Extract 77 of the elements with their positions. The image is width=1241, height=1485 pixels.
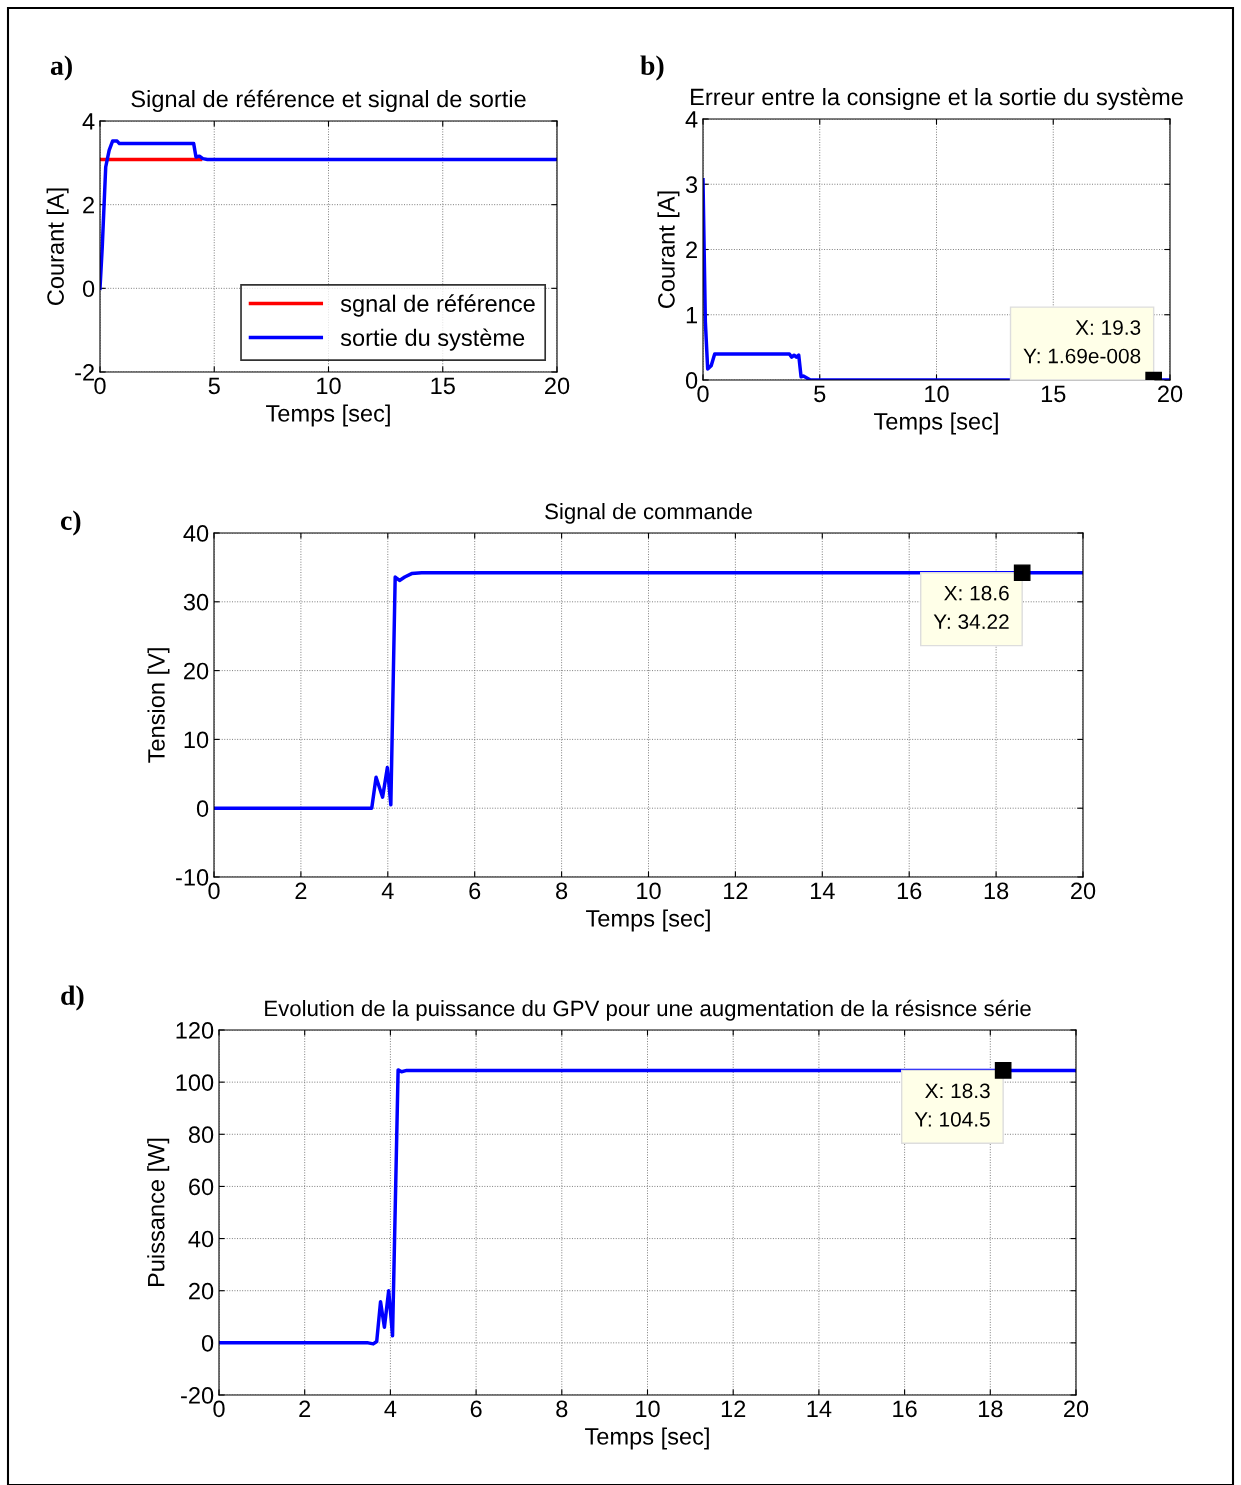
y-tick-label: 0: [201, 1334, 214, 1352]
x-tick-label: 5: [814, 385, 826, 403]
x-tick-label: 10: [925, 385, 949, 403]
x-tick-label: 4: [384, 1400, 397, 1417]
x-tick-label: 20: [1158, 385, 1183, 403]
y-tick-label: 2: [686, 241, 697, 259]
y-tick-label: 3: [685, 176, 698, 194]
y-tick-label: 100: [176, 1074, 214, 1091]
chart-title: Erreur entre la consigne et la sortie du système: [691, 87, 1183, 111]
y-axis-title: Courant [A]: [657, 191, 680, 309]
chart-title: Signal de référence et signal de sortie: [131, 89, 526, 113]
text: d): [61, 985, 84, 1011]
x-axis-title: Temps [sec]: [585, 1427, 709, 1450]
x-tick-label: 16: [893, 1400, 917, 1418]
text: c): [60, 510, 81, 536]
annotation: X: 18.6 Y: 34.22: [933, 585, 1009, 630]
x-tick-label: 18: [978, 1400, 1003, 1418]
y-tick-label: 0: [196, 800, 209, 817]
y-tick-label: 20: [189, 1282, 214, 1300]
x-tick-label: 10: [637, 882, 661, 900]
x-tick-label: 10: [636, 1400, 660, 1418]
text: a): [50, 55, 72, 81]
annotation: X: 19.3 Y: 1.69e-008: [1023, 320, 1141, 364]
x-tick-label: 15: [431, 377, 455, 395]
x-tick-label: 20: [545, 377, 570, 395]
x-tick-label: 16: [897, 882, 922, 900]
x-tick-label: 2: [295, 882, 307, 899]
chart-title: Evolution de la puissance du GPV pour une augmentation de la résisnce série: [265, 999, 1031, 1021]
y-axis-title: Courant [A]: [46, 188, 69, 306]
x-tick-label: 20: [1064, 1400, 1089, 1418]
y-tick-label: 1: [686, 307, 697, 324]
y-tick-label: 120: [176, 1022, 214, 1039]
y-tick-label: -10: [176, 869, 209, 886]
x-tick-label: 8: [556, 1400, 568, 1418]
y-tick-label: 4: [685, 111, 698, 128]
x-tick-label: 0: [697, 385, 709, 403]
x-tick-label: 14: [807, 1400, 832, 1417]
y-tick-label: 80: [188, 1126, 214, 1144]
y-tick-label: 10: [184, 731, 209, 749]
y-axis-title: Puissance [W]: [147, 1138, 170, 1287]
x-tick-label: 2: [299, 1400, 311, 1417]
x-axis-title: Temps [sec]: [874, 412, 998, 435]
y-tick-label: 0: [82, 280, 95, 298]
y-tick-label: 2: [83, 196, 94, 214]
x-tick-label: 6: [470, 1400, 482, 1418]
x-tick-label: 4: [381, 882, 394, 899]
legend-label: sgnal de référence: [340, 294, 535, 317]
x-tick-label: 20: [1071, 882, 1096, 900]
y-tick-label: -2: [75, 364, 94, 381]
x-tick-label: 15: [1041, 385, 1066, 403]
y-tick-label: 20: [184, 662, 209, 680]
x-tick-label: 18: [984, 882, 1009, 900]
chart-title: Signal de commande: [545, 503, 752, 524]
y-tick-label: -20: [181, 1387, 214, 1404]
x-axis-title: Temps [sec]: [266, 404, 390, 427]
y-tick-label: 30: [183, 593, 209, 611]
x-tick-label: 12: [721, 1400, 746, 1417]
text: b): [640, 55, 664, 81]
x-tick-label: 10: [317, 377, 341, 395]
y-tick-label: 60: [189, 1178, 214, 1196]
line-series: [214, 571, 1083, 810]
x-tick-label: 12: [724, 882, 748, 899]
line-series: [100, 139, 557, 291]
legend-label: sortie du système: [340, 328, 525, 351]
x-tick-label: 0: [213, 1400, 225, 1418]
y-tick-label: 40: [183, 525, 209, 542]
x-tick-label: 0: [94, 377, 106, 395]
x-axis-title: Temps [sec]: [586, 909, 710, 932]
y-tick-label: 4: [82, 113, 95, 130]
x-tick-label: 6: [469, 882, 481, 900]
annotation: X: 18.3 Y: 104.5: [914, 1083, 990, 1127]
y-axis-title: Tension [V]: [147, 648, 170, 763]
y-tick-label: 40: [188, 1230, 214, 1248]
line-series: [219, 1068, 1076, 1346]
x-tick-label: 5: [208, 377, 220, 395]
x-tick-label: 14: [810, 882, 835, 899]
x-tick-label: 8: [556, 882, 568, 900]
